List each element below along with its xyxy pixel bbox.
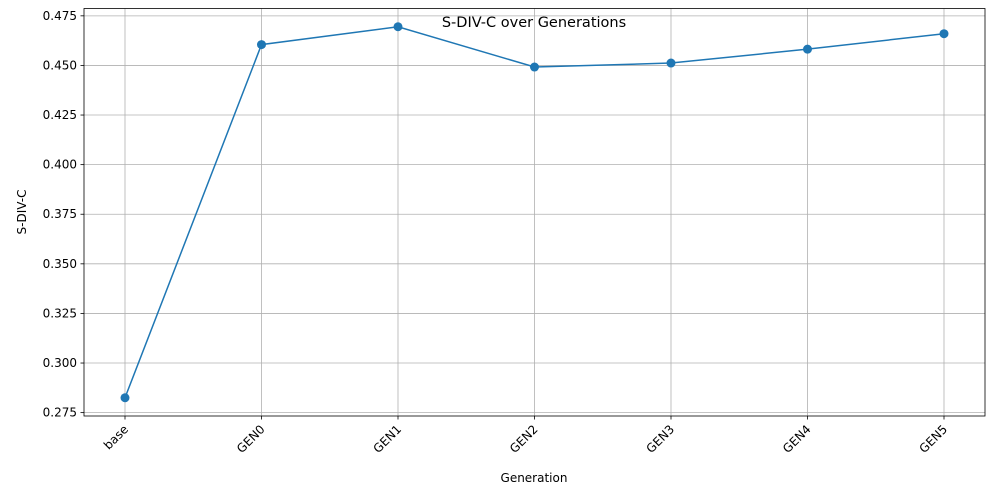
- data-point: [803, 44, 812, 54]
- y-axis-title: S-DIV-C: [15, 190, 29, 235]
- series-layer: [120, 22, 949, 403]
- data-point: [666, 58, 676, 68]
- chart-title: S-DIV-C over Generations: [442, 15, 626, 31]
- y-tick-label: 0.275: [43, 406, 77, 420]
- y-tick-label: 0.375: [43, 207, 77, 221]
- y-tick-label: 0.475: [43, 9, 77, 23]
- y-tick-label: 0.400: [43, 158, 77, 172]
- data-point: [939, 29, 949, 39]
- grid-layer: [84, 8, 985, 416]
- y-tick-label: 0.325: [43, 306, 77, 320]
- data-point: [120, 393, 130, 403]
- y-axis-ticks: 0.275 0.300 0.325 0.350 0.375 0.400 0.425 0.450…: [43, 9, 84, 420]
- y-tick-label: 0.450: [43, 58, 77, 72]
- data-point: [530, 62, 539, 72]
- x-axis-title: Generation: [501, 471, 568, 485]
- y-tick-label: 0.300: [43, 356, 77, 370]
- data-point: [393, 22, 403, 32]
- y-tick-label: 0.350: [43, 257, 77, 271]
- y-tick-label: 0.425: [43, 108, 77, 122]
- data-point: [257, 40, 266, 50]
